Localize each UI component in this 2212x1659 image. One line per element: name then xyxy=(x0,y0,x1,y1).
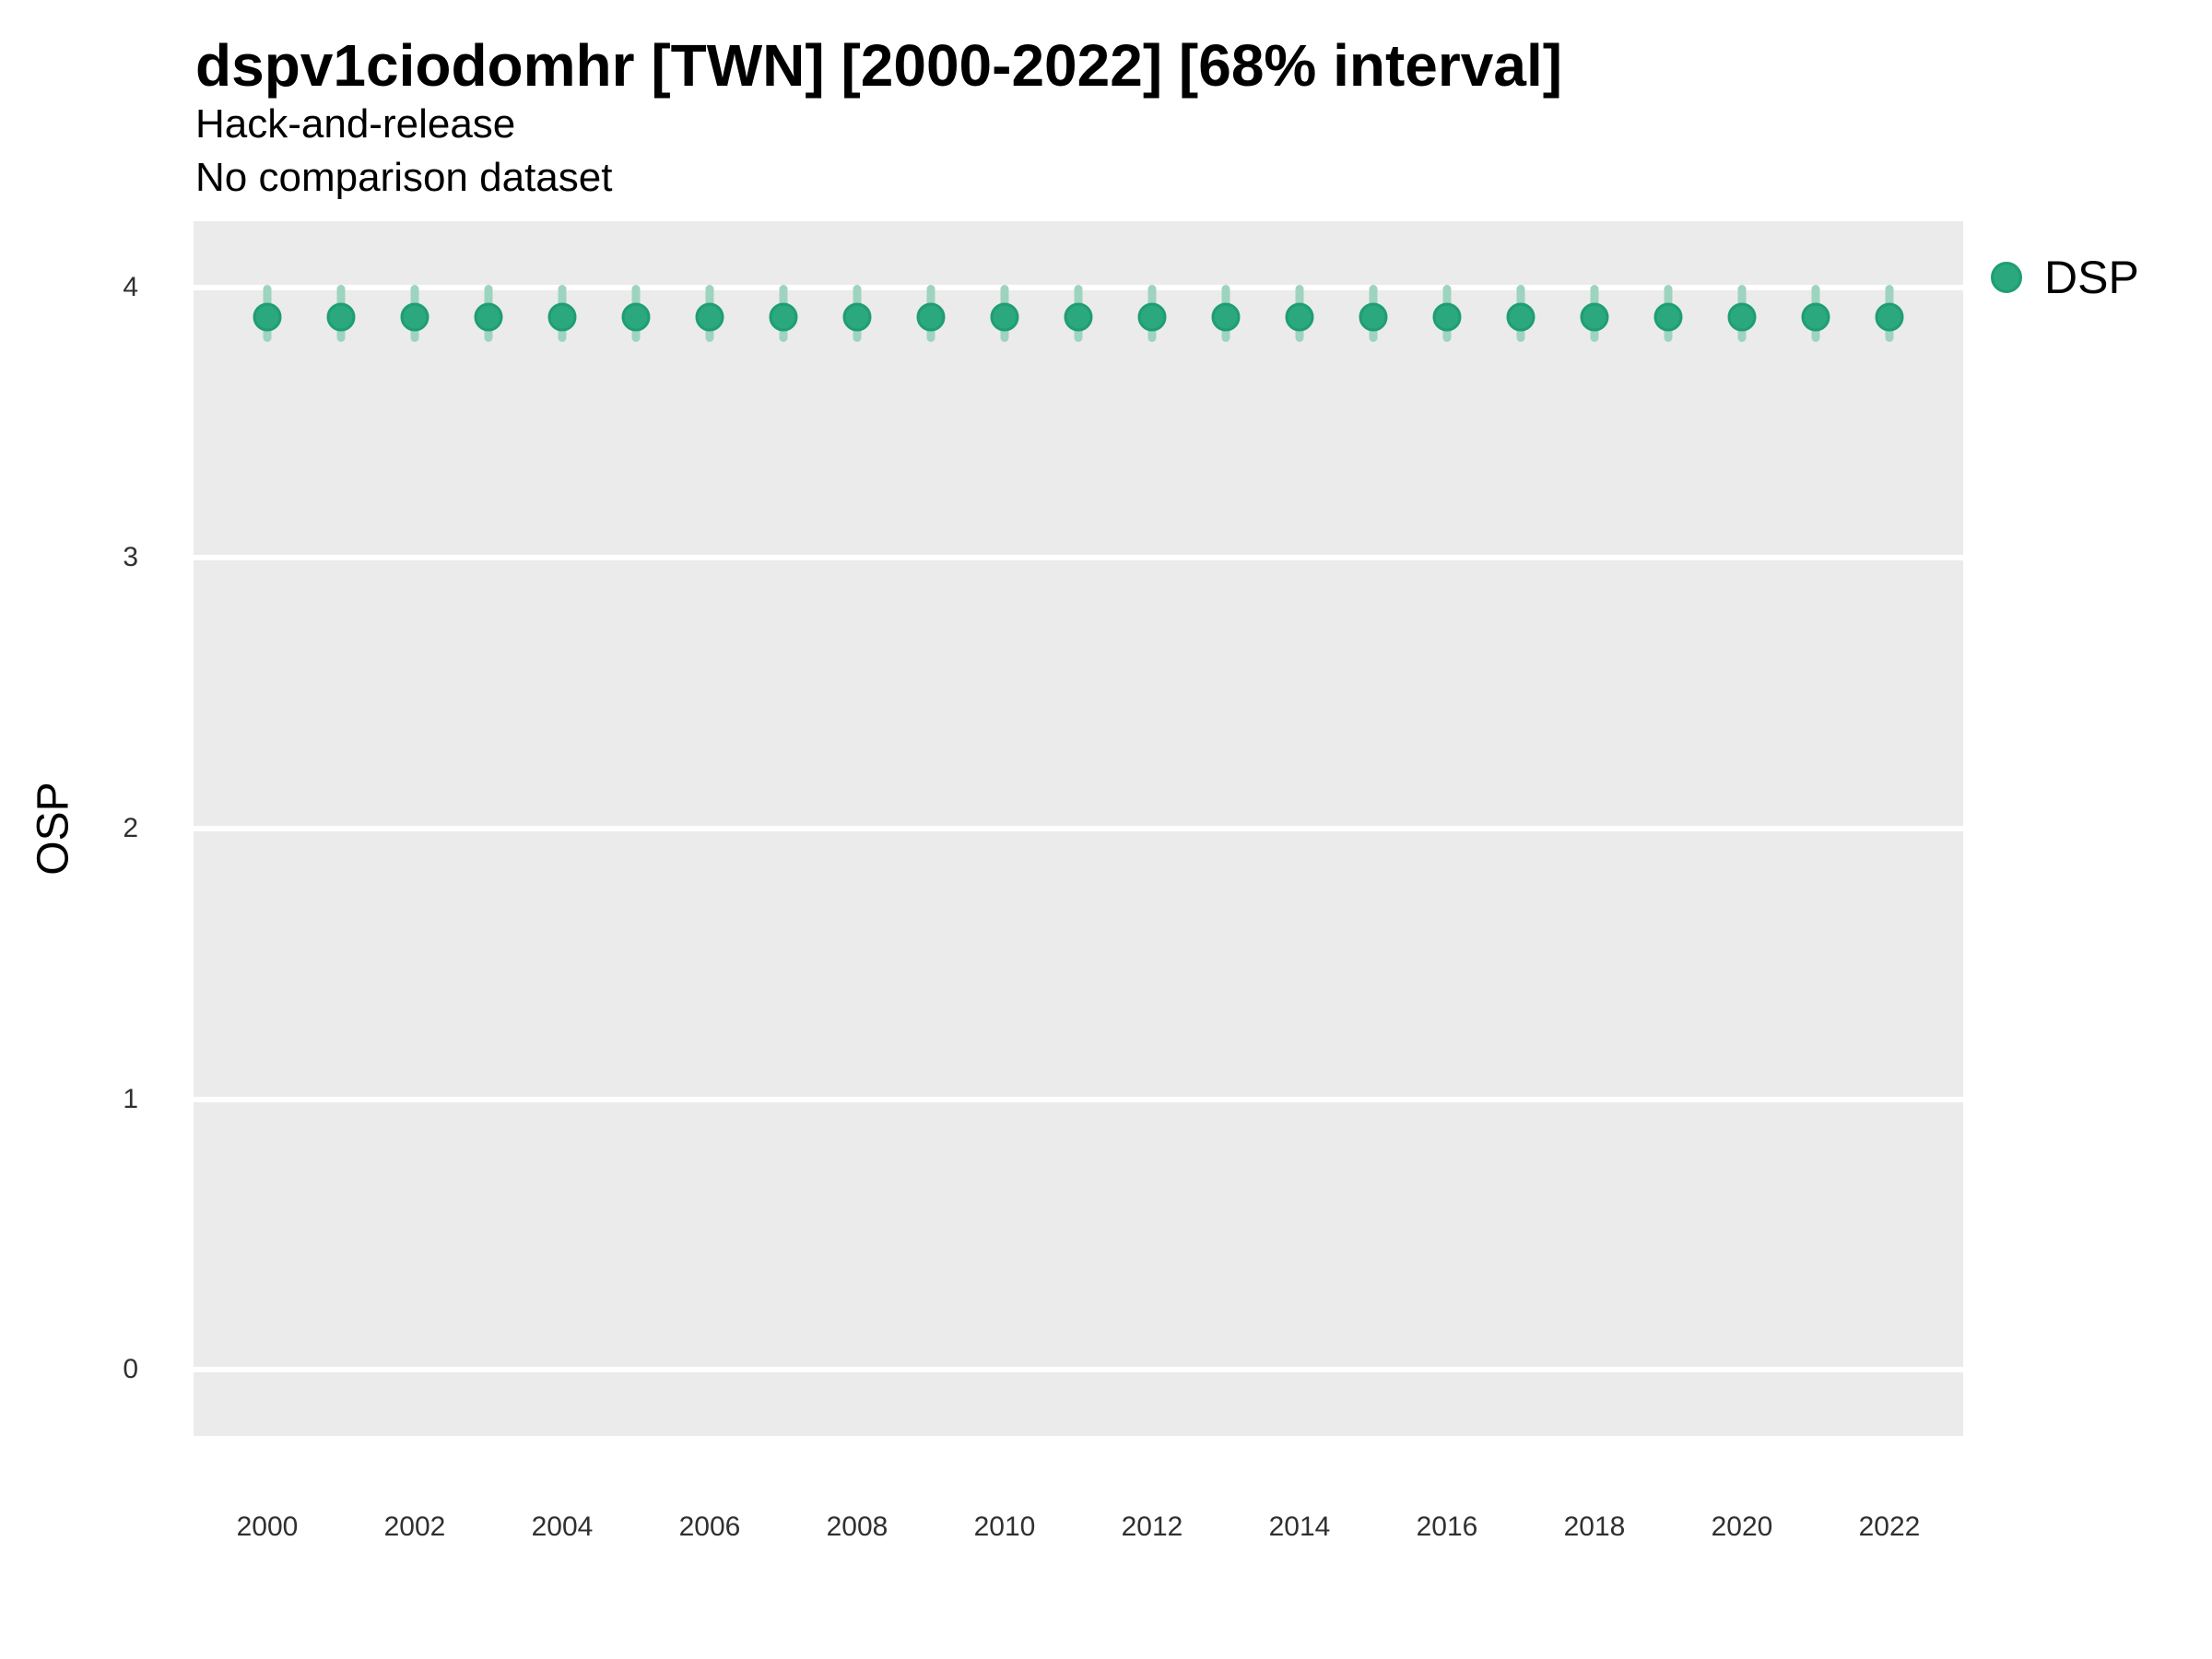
plot-panel xyxy=(194,221,1963,1436)
data-point-2003 xyxy=(474,302,503,332)
y-tick-label-0: 0 xyxy=(123,1354,138,1385)
x-tick-label-2004: 2004 xyxy=(531,1512,594,1542)
data-point-2002 xyxy=(400,302,429,332)
data-point-2012 xyxy=(1137,302,1167,332)
x-tick-label-2008: 2008 xyxy=(826,1512,888,1542)
x-tick-label-2010: 2010 xyxy=(973,1512,1036,1542)
data-point-2001 xyxy=(326,302,356,332)
x-tick-label-2018: 2018 xyxy=(1563,1512,1626,1542)
title-block: dspv1ciodomhr [TWN] [2000-2022] [68% int… xyxy=(195,33,1562,205)
legend-marker-dsp-icon xyxy=(1991,262,2022,293)
data-point-2015 xyxy=(1359,302,1388,332)
y-tick-label-3: 3 xyxy=(123,542,138,573)
data-point-2018 xyxy=(1580,302,1609,332)
x-tick-label-2022: 2022 xyxy=(1858,1512,1921,1542)
data-point-2017 xyxy=(1506,302,1535,332)
x-tick-label-2020: 2020 xyxy=(1711,1512,1773,1542)
data-point-2016 xyxy=(1432,302,1462,332)
gridline-y-2 xyxy=(194,826,1963,831)
x-tick-label-2012: 2012 xyxy=(1121,1512,1183,1542)
y-tick-label-2: 2 xyxy=(123,813,138,843)
data-point-2013 xyxy=(1211,302,1241,332)
chart-subtitle-line1: Hack-and-release xyxy=(195,101,516,147)
x-tick-label-2000: 2000 xyxy=(236,1512,299,1542)
legend-label: DSP xyxy=(2044,252,2139,303)
data-point-2020 xyxy=(1727,302,1757,332)
gridline-y-0 xyxy=(194,1367,1963,1373)
gridline-y-1 xyxy=(194,1096,1963,1102)
x-tick-label-2006: 2006 xyxy=(678,1512,741,1542)
data-point-2022 xyxy=(1875,302,1904,332)
data-point-2006 xyxy=(695,302,724,332)
data-point-2004 xyxy=(547,302,577,332)
data-point-2011 xyxy=(1064,302,1093,332)
y-tick-label-1: 1 xyxy=(123,1083,138,1114)
data-point-2005 xyxy=(621,302,651,332)
x-tick-label-2014: 2014 xyxy=(1268,1512,1331,1542)
data-point-2009 xyxy=(916,302,946,332)
y-tick-label-4: 4 xyxy=(123,271,138,302)
chart-subtitle-line2: No comparison dataset xyxy=(195,155,613,200)
x-tick-label-2016: 2016 xyxy=(1416,1512,1478,1542)
x-tick-label-2002: 2002 xyxy=(383,1512,446,1542)
data-point-2010 xyxy=(990,302,1019,332)
legend: DSP xyxy=(1991,251,2139,304)
chart-title: dspv1ciodomhr [TWN] [2000-2022] [68% int… xyxy=(195,32,1563,99)
data-point-2007 xyxy=(769,302,798,332)
data-point-2008 xyxy=(842,302,872,332)
data-point-2021 xyxy=(1801,302,1830,332)
data-point-2019 xyxy=(1653,302,1683,332)
data-point-2014 xyxy=(1285,302,1314,332)
gridline-y-3 xyxy=(194,555,1963,561)
data-point-2000 xyxy=(253,302,282,332)
